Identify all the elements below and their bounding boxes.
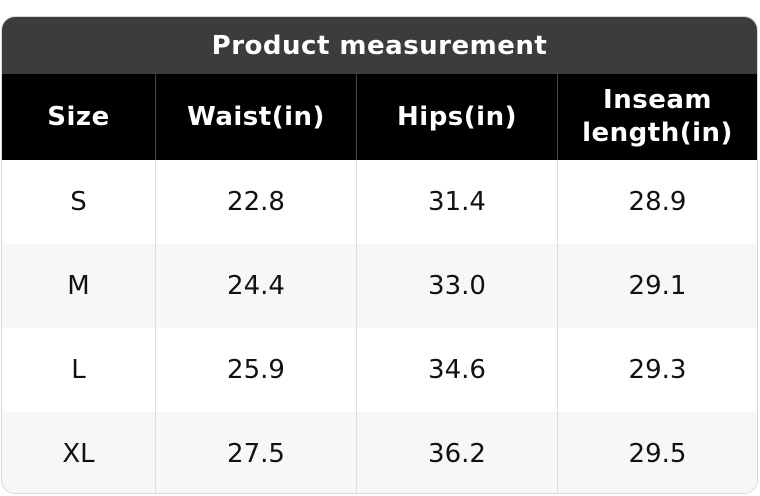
- table-cell: 22.8: [155, 160, 356, 244]
- table-cell: 36.2: [356, 412, 557, 493]
- table-cell: 25.9: [155, 328, 356, 412]
- table-cell: L: [71, 355, 86, 385]
- table-cell: 28.9: [557, 160, 757, 244]
- table-cell: 34.6: [356, 328, 557, 412]
- table-cell: 24.4: [155, 244, 356, 328]
- table-cell: 29.1: [557, 244, 757, 328]
- table-cell: 33.0: [356, 244, 557, 328]
- table-cell: S: [70, 187, 87, 217]
- table-cell: 29.3: [557, 328, 757, 412]
- table-cell: XL: [2, 412, 155, 493]
- table-title: Product measurement: [2, 17, 757, 74]
- table-cell: 27.5: [155, 412, 356, 493]
- table-cell: M: [2, 244, 155, 328]
- column-header: Waist(in): [155, 74, 356, 160]
- column-header: Hips(in): [356, 74, 557, 160]
- table-cell: 31.4: [356, 160, 557, 244]
- table-grid: Size Waist(in) Hips(in) Inseam length(in) S 2…: [2, 74, 757, 493]
- column-header: Inseam length(in): [557, 74, 757, 160]
- table-card: Product measurement Size Waist(in) Hips(in…: [1, 16, 758, 494]
- table-cell: 29.5: [557, 412, 757, 493]
- column-header: Size: [2, 74, 155, 160]
